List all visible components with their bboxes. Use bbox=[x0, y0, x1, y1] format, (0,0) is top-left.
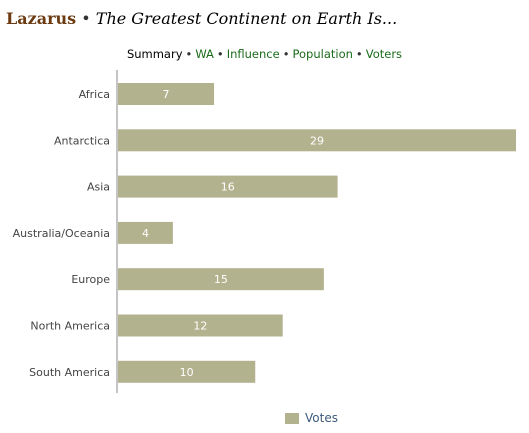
bar-europe[interactable] bbox=[118, 268, 324, 291]
tab-separator: • bbox=[216, 47, 224, 61]
category-label-asia: Asia bbox=[87, 181, 110, 194]
poll-header: Lazarus • The Greatest Continent on Eart… bbox=[6, 9, 397, 28]
value-label-australia-oceania: 4 bbox=[142, 227, 149, 240]
category-label-africa: Africa bbox=[79, 88, 110, 101]
bar-australia-oceania[interactable] bbox=[118, 221, 173, 244]
tab-separator: • bbox=[282, 47, 290, 61]
legend-label: Votes bbox=[305, 411, 338, 425]
value-label-north-america: 12 bbox=[193, 320, 207, 333]
region-link[interactable]: Lazarus bbox=[6, 9, 77, 28]
tab-influence[interactable]: Influence bbox=[226, 47, 280, 61]
category-label-europe: Europe bbox=[71, 273, 110, 286]
category-label-antarctica: Antarctica bbox=[54, 134, 110, 147]
legend-swatch bbox=[285, 412, 299, 424]
chart-legend: Votes bbox=[285, 411, 338, 425]
poll-title: The Greatest Continent on Earth Is... bbox=[95, 9, 398, 28]
bar-antarctica[interactable] bbox=[118, 129, 516, 152]
bar-asia[interactable] bbox=[118, 175, 338, 198]
tab-wa[interactable]: WA bbox=[195, 47, 214, 61]
view-tabs: Summary • WA • Influence • Population • Voters bbox=[0, 47, 529, 61]
tab-voters[interactable]: Voters bbox=[365, 47, 403, 61]
value-label-europe: 15 bbox=[214, 273, 228, 286]
bar-south-america[interactable] bbox=[118, 360, 256, 383]
category-label-south-america: South America bbox=[29, 366, 110, 379]
tab-summary: Summary bbox=[126, 47, 183, 61]
bar-north-america[interactable] bbox=[118, 314, 283, 337]
tab-separator: • bbox=[355, 47, 363, 61]
value-label-south-america: 10 bbox=[180, 366, 194, 379]
tab-separator: • bbox=[185, 47, 193, 61]
value-label-asia: 16 bbox=[221, 181, 235, 194]
category-label-north-america: North America bbox=[30, 320, 110, 333]
tab-population[interactable]: Population bbox=[292, 47, 353, 61]
category-label-australia-oceania: Australia/Oceania bbox=[13, 227, 110, 240]
value-label-africa: 7 bbox=[163, 88, 170, 101]
value-label-antarctica: 29 bbox=[310, 134, 324, 147]
bar-africa[interactable] bbox=[118, 83, 215, 105]
header-separator: • bbox=[81, 9, 91, 28]
